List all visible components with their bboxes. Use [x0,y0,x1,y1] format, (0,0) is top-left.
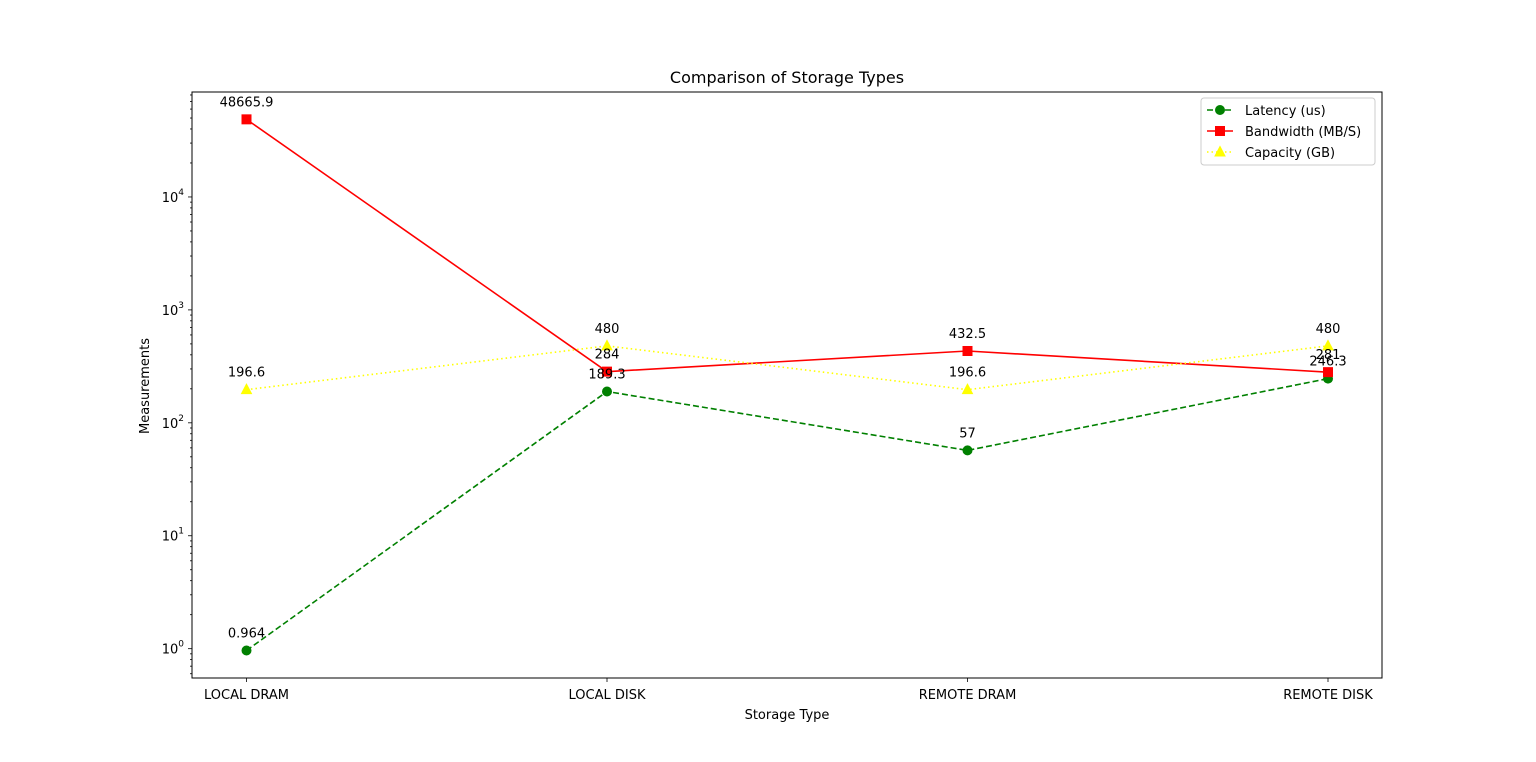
series-1 [241,114,1333,378]
series-0 [241,373,1333,656]
data-label: 432.5 [949,327,986,342]
legend-item: Latency (us) [1207,104,1326,119]
data-label: 480 [1316,322,1341,337]
series-layer [240,114,1334,656]
y-tick-exponent: 0 [178,640,184,650]
data-label: 196.6 [949,366,986,381]
legend-label: Latency (us) [1245,104,1326,119]
series-line [246,118,1329,373]
x-tick-label: REMOTE DRAM [919,688,1017,703]
x-tick-label: REMOTE DISK [1283,688,1373,703]
legend-item: Capacity (GB) [1207,145,1335,161]
y-tick-base: 10 [162,191,179,206]
series-line [246,345,1329,391]
data-label: 284 [595,348,620,363]
x-axis-ticks: LOCAL DRAM LOCAL DISK REMOTE DRAM REMOTE DI… [204,678,1373,703]
data-point [240,383,253,395]
data-point [962,345,973,356]
data-point [961,383,974,395]
legend-box [1200,97,1376,166]
series-2 [240,339,1334,395]
legend-label: Bandwidth (MB/S) [1245,125,1361,140]
data-point [602,366,612,377]
data-point [1322,339,1334,351]
y-tick-label: 100 [162,640,185,658]
x-tick-label: LOCAL DRAM [204,688,289,703]
y-tick-label: 101 [162,527,184,545]
y-tick-base: 10 [162,643,179,658]
legend-marker [1215,126,1225,136]
data-point [962,445,973,456]
data-label: 246.3 [1309,355,1346,370]
data-label: 0.964 [228,626,265,641]
data-point [1323,367,1333,378]
y-tick-label: 103 [162,301,184,319]
y-tick-exponent: 2 [178,414,184,424]
y-tick-label: 102 [162,414,184,432]
data-point [241,645,252,656]
y-tick-base: 10 [162,304,179,319]
data-label: 189.3 [588,368,625,383]
data-point [602,386,612,397]
data-label: 480 [595,322,620,337]
y-tick-exponent: 4 [178,188,184,198]
legend-marker [1214,145,1226,157]
series-line [246,377,1329,652]
plot-frame [191,91,1383,679]
data-labels: 0.964 189.3 57 246.3 48665.9 284 432.5 281 196.6… [220,95,1347,641]
data-point [601,339,613,351]
data-label: 48665.9 [220,95,274,110]
x-tick-label: LOCAL DISK [569,688,646,703]
data-label: 196.6 [228,366,265,381]
x-axis-label: Storage Type [745,708,830,723]
legend-item: Bandwidth (MB/S) [1207,125,1361,140]
chart-title: Comparison of Storage Types [670,68,904,87]
y-tick-exponent: 3 [178,301,184,311]
y-tick-base: 10 [162,417,179,432]
y-tick-exponent: 1 [178,527,184,537]
y-tick-label: 104 [162,188,185,206]
legend-label: Capacity (GB) [1245,146,1335,161]
data-label: 57 [959,426,976,441]
y-tick-base: 10 [162,530,179,545]
legend-marker [1215,105,1225,115]
legend: Latency (us) Bandwidth (MB/S) Capacity (GB… [1200,97,1376,166]
data-label: 281 [1316,348,1341,363]
data-point [241,114,252,125]
y-axis-label: Measurements [138,338,153,434]
